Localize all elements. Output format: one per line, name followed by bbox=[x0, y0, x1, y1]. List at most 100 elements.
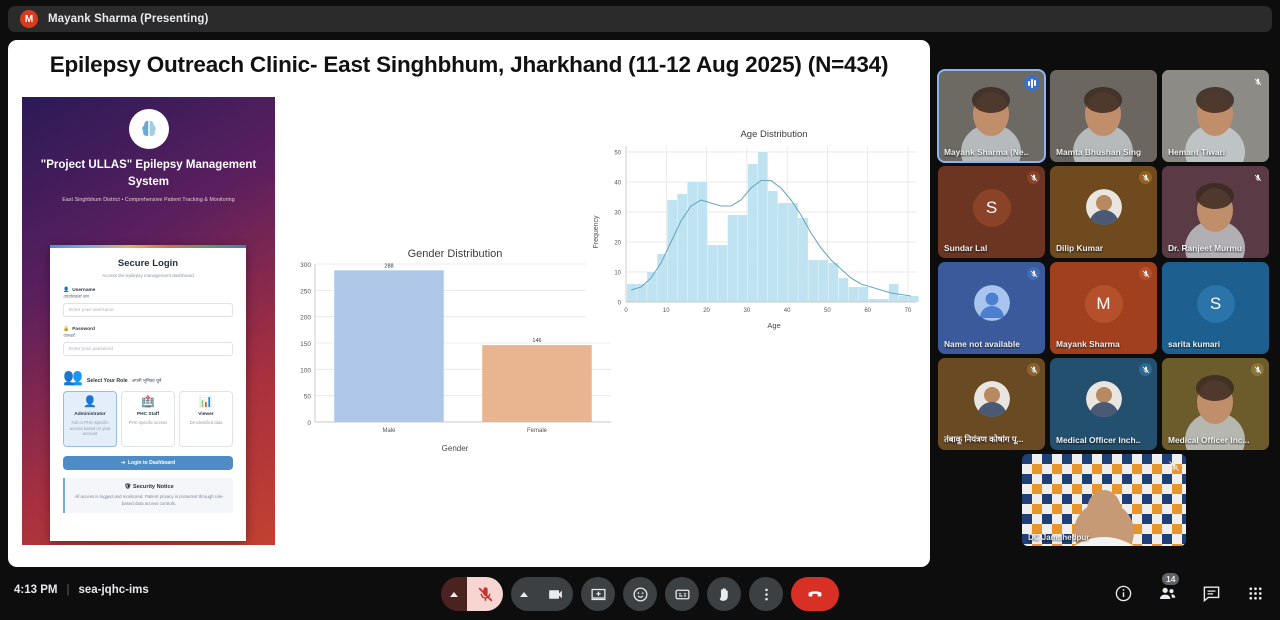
closed-captions-icon bbox=[674, 589, 690, 599]
lock-icon: 🔒 bbox=[63, 326, 70, 332]
presenter-avatar: M bbox=[20, 10, 38, 28]
y-axis-label: Frequency bbox=[593, 215, 600, 249]
self-view-video bbox=[1022, 454, 1186, 546]
participant-tile[interactable]: M Mayank Sharma bbox=[1050, 262, 1157, 354]
chat-bubble-icon bbox=[1203, 585, 1219, 602]
raise-hand-button[interactable] bbox=[707, 577, 741, 611]
role-name: Viewer bbox=[198, 412, 214, 417]
participant-name: Medical Officer Inch... bbox=[1056, 435, 1141, 445]
chart-title: Gender Distribution bbox=[408, 248, 503, 260]
select-role-label-hindi: अपनी भूमिका चुनें bbox=[131, 378, 162, 383]
x-axis-label: Gender bbox=[442, 444, 469, 453]
microphone-off-button[interactable] bbox=[467, 577, 503, 611]
present-screen-button[interactable] bbox=[581, 577, 615, 611]
svg-text:150: 150 bbox=[300, 341, 311, 348]
participant-name: Sundar Lal bbox=[944, 243, 988, 253]
participant-tile[interactable]: Hemant Tiwari bbox=[1162, 70, 1269, 162]
video-camera-icon bbox=[548, 589, 562, 599]
participant-tile[interactable]: Medical Officer Inc... bbox=[1162, 358, 1269, 450]
gender-distribution-chart: Gender Distribution 0 50 100 150 200 250 300 28… bbox=[283, 240, 618, 455]
meeting-info: 4:13 PM | sea-jqhc-ims bbox=[14, 584, 149, 596]
meeting-code: sea-jqhc-ims bbox=[78, 584, 149, 596]
participant-tile[interactable]: S Sundar Lal bbox=[938, 166, 1045, 258]
default-avatar-icon bbox=[973, 285, 1010, 322]
age-distribution-chart: Age Distribution 0 10 20 30 40 50 0 10 20 30 40 50 6… bbox=[586, 122, 926, 334]
bottom-toolbar: 4:13 PM | sea-jqhc-ims bbox=[0, 568, 1280, 620]
role-desc: De-identified data bbox=[189, 420, 223, 425]
meeting-details-button[interactable] bbox=[1112, 582, 1134, 604]
svg-text:20: 20 bbox=[614, 241, 621, 247]
brain-logo-icon bbox=[128, 109, 169, 149]
username-input[interactable]: Enter your username bbox=[63, 303, 233, 317]
toolbar-right-icons: 14 bbox=[1112, 573, 1266, 604]
microphone-muted-icon bbox=[478, 586, 492, 601]
participant-tile[interactable]: Mayank Sharma (Ne... bbox=[937, 69, 1046, 163]
more-options-button[interactable] bbox=[749, 577, 783, 611]
login-button-label: Login to Dashboard bbox=[127, 460, 176, 466]
password-label-row: 🔒 Password bbox=[63, 326, 233, 332]
camera-options-button[interactable] bbox=[511, 577, 537, 611]
chevron-up-icon bbox=[520, 591, 528, 597]
participants-button[interactable]: 14 bbox=[1156, 573, 1180, 604]
chart-title: Age Distribution bbox=[740, 129, 807, 140]
presentation-stage[interactable]: Epilepsy Outreach Clinic- East Singhbhum… bbox=[8, 40, 930, 567]
svg-text:60: 60 bbox=[864, 308, 871, 314]
avatar bbox=[973, 381, 1010, 418]
camera-button[interactable] bbox=[537, 577, 573, 611]
microphone-muted-icon bbox=[1251, 363, 1264, 376]
role-options: 👤 Administrator Full or PHC-specific acc… bbox=[63, 391, 233, 447]
participant-tile[interactable]: Dilip Kumar bbox=[1050, 166, 1157, 258]
microphone-muted-icon bbox=[1251, 75, 1264, 88]
participant-video bbox=[1162, 70, 1269, 162]
participant-name: sarita kumari bbox=[1168, 339, 1221, 349]
grid-apps-icon bbox=[1248, 586, 1262, 600]
chat-button[interactable] bbox=[1200, 582, 1222, 604]
participant-tile[interactable]: Mamta Bhushan Singh bbox=[1050, 70, 1157, 162]
login-to-dashboard-button[interactable]: ⇥ Login to Dashboard bbox=[63, 456, 233, 470]
reactions-button[interactable] bbox=[623, 577, 657, 611]
card-accent-stripe bbox=[50, 245, 246, 248]
svg-text:0: 0 bbox=[624, 308, 628, 314]
security-notice: 🛡 Security Notice All access is logged a… bbox=[63, 478, 233, 514]
username-label-hindi: उपयोगकर्ता नाम bbox=[63, 294, 89, 299]
avatar bbox=[1085, 381, 1122, 418]
leave-call-button[interactable] bbox=[791, 577, 839, 611]
role-option-viewer[interactable]: 📊 Viewer De-identified data bbox=[179, 391, 233, 447]
meta-divider: | bbox=[66, 584, 70, 596]
participant-tile[interactable]: Dr. Ranjeet Murmu bbox=[1162, 166, 1269, 258]
microphone-muted-icon bbox=[1251, 171, 1264, 184]
participant-tile[interactable]: Name not available bbox=[938, 262, 1045, 354]
mic-options-button[interactable] bbox=[441, 577, 467, 611]
participant-tile[interactable]: Medical Officer Inch... bbox=[1050, 358, 1157, 450]
three-dots-vertical-icon bbox=[764, 588, 768, 600]
participant-name: Dr. Ranjeet Murmu bbox=[1168, 243, 1242, 253]
captions-button[interactable] bbox=[665, 577, 699, 611]
security-notice-heading: 🛡 Security Notice bbox=[72, 484, 226, 490]
svg-text:40: 40 bbox=[784, 308, 791, 314]
present-screen-icon bbox=[590, 588, 606, 600]
svg-text:70: 70 bbox=[905, 308, 912, 314]
phone-hangup-icon bbox=[808, 591, 822, 597]
role-option-phc-staff[interactable]: 🏥 PHC Staff PHC-specific access bbox=[121, 391, 175, 447]
chevron-up-icon bbox=[450, 591, 458, 597]
presenting-bar: M Mayank Sharma (Presenting) bbox=[8, 6, 1272, 32]
info-icon bbox=[1115, 585, 1131, 601]
svg-text:200: 200 bbox=[300, 315, 311, 322]
svg-text:300: 300 bbox=[300, 262, 311, 269]
page-title: Epilepsy Outreach Clinic- East Singhbhum… bbox=[49, 52, 889, 77]
admin-shield-user-icon: 👤 bbox=[83, 396, 97, 408]
participant-name: तंबाकू नियंत्रण कोषांग पू... bbox=[944, 434, 1024, 444]
role-option-administrator[interactable]: 👤 Administrator Full or PHC-specific acc… bbox=[63, 391, 117, 447]
role-desc: PHC-specific access bbox=[128, 420, 168, 425]
password-input[interactable]: Enter your password bbox=[63, 342, 233, 356]
username-label-row: 👤 Username bbox=[63, 287, 233, 293]
people-icon bbox=[1159, 587, 1175, 599]
svg-text:40: 40 bbox=[614, 181, 621, 187]
avatar bbox=[1085, 189, 1122, 226]
password-label: Password bbox=[72, 326, 95, 332]
participant-tile[interactable]: तंबाकू नियंत्रण कोषांग पू... bbox=[938, 358, 1045, 450]
login-screen-mock: "Project ULLAS" Epilepsy Management Syst… bbox=[22, 97, 275, 545]
self-view-tile[interactable]: DC Jamshedpur bbox=[1022, 454, 1186, 546]
activities-button[interactable] bbox=[1244, 582, 1266, 604]
